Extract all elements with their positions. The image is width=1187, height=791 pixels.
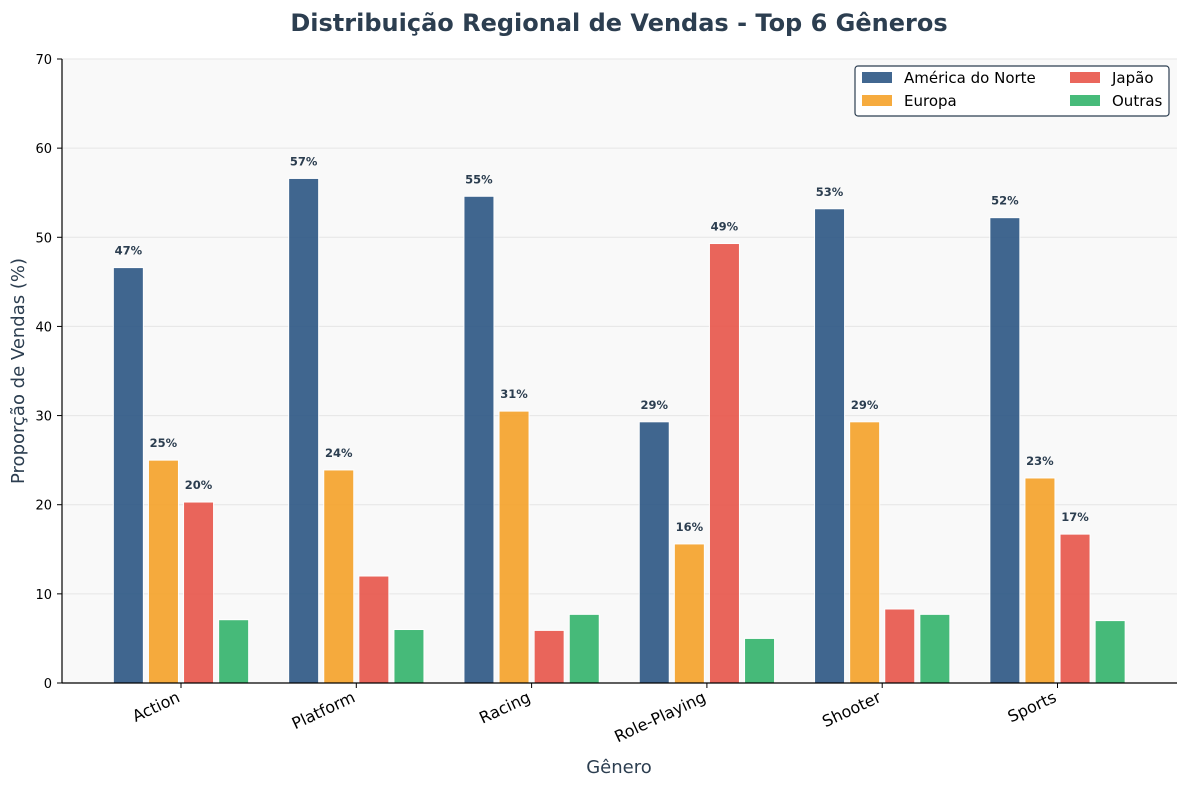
y-tick-label: 30 — [35, 410, 52, 425]
data-label: 25% — [150, 436, 178, 450]
x-tick-label: Role-Playing — [611, 687, 708, 746]
x-axis-label: Gênero — [586, 757, 652, 778]
bar — [744, 637, 776, 684]
x-tick-label: Action — [129, 687, 182, 725]
bar — [323, 469, 355, 684]
bar — [708, 243, 740, 684]
bar — [1059, 533, 1091, 684]
bar — [112, 267, 144, 684]
x-tick-label: Sports — [1005, 687, 1060, 726]
y-tick-label: 40 — [35, 320, 52, 335]
bar — [183, 501, 215, 684]
legend-label: América do Norte — [904, 69, 1036, 87]
y-tick-label: 50 — [35, 231, 52, 246]
data-label: 55% — [465, 172, 493, 186]
data-label: 24% — [325, 446, 353, 460]
data-label: 17% — [1061, 510, 1089, 524]
bar — [849, 421, 881, 684]
bar — [568, 613, 600, 684]
data-label: 49% — [711, 220, 739, 234]
legend: América do Norte Europa Japão Outras — [854, 65, 1170, 117]
legend-swatch — [1070, 95, 1100, 106]
chart-title: Distribuição Regional de Vendas - Top 6 … — [290, 9, 947, 37]
data-label: 29% — [851, 398, 879, 412]
y-tick-label: 60 — [35, 142, 52, 157]
bar — [147, 459, 179, 684]
y-tick-label: 0 — [44, 677, 52, 692]
data-label: 29% — [640, 398, 668, 412]
bar — [218, 619, 250, 684]
legend-swatch — [862, 72, 892, 83]
bar — [814, 208, 846, 684]
x-tick-label: Racing — [476, 687, 533, 727]
bar — [638, 421, 670, 684]
bar — [498, 410, 530, 684]
bar — [393, 629, 425, 684]
x-tick-label: Platform — [289, 687, 358, 733]
bar — [884, 608, 916, 684]
data-label: 31% — [500, 387, 528, 401]
data-labels: 47% 25% 20% 57% 24% 55% 31% 29% 16% 49% 53% 29% 52% 2… — [115, 154, 1090, 533]
bar — [288, 177, 320, 684]
legend-label: Europa — [904, 92, 957, 110]
legend-swatch — [1070, 72, 1100, 83]
legend-label: Japão — [1111, 69, 1154, 87]
y-tick-label: 20 — [35, 499, 52, 514]
bar — [673, 543, 705, 684]
bar — [989, 217, 1021, 684]
y-axis-label: Proporção de Vendas (%) — [8, 258, 29, 484]
data-label: 47% — [115, 244, 143, 258]
data-label: 52% — [991, 194, 1019, 208]
data-label: 53% — [816, 185, 844, 199]
bar — [533, 629, 565, 684]
data-label: 23% — [1026, 454, 1054, 468]
y-tick-label: 70 — [35, 53, 52, 68]
bar — [1024, 477, 1056, 684]
bar — [1094, 620, 1126, 684]
gridlines — [62, 58, 1177, 595]
y-tick-label: 10 — [35, 588, 52, 603]
data-label: 16% — [676, 520, 704, 534]
legend-swatch — [862, 95, 892, 106]
bar — [463, 195, 495, 684]
x-tick-label: Shooter — [819, 687, 884, 731]
data-label: 57% — [290, 154, 318, 168]
bar — [358, 575, 390, 684]
bar — [919, 613, 951, 684]
legend-label: Outras — [1112, 92, 1163, 110]
data-label: 20% — [185, 478, 213, 492]
